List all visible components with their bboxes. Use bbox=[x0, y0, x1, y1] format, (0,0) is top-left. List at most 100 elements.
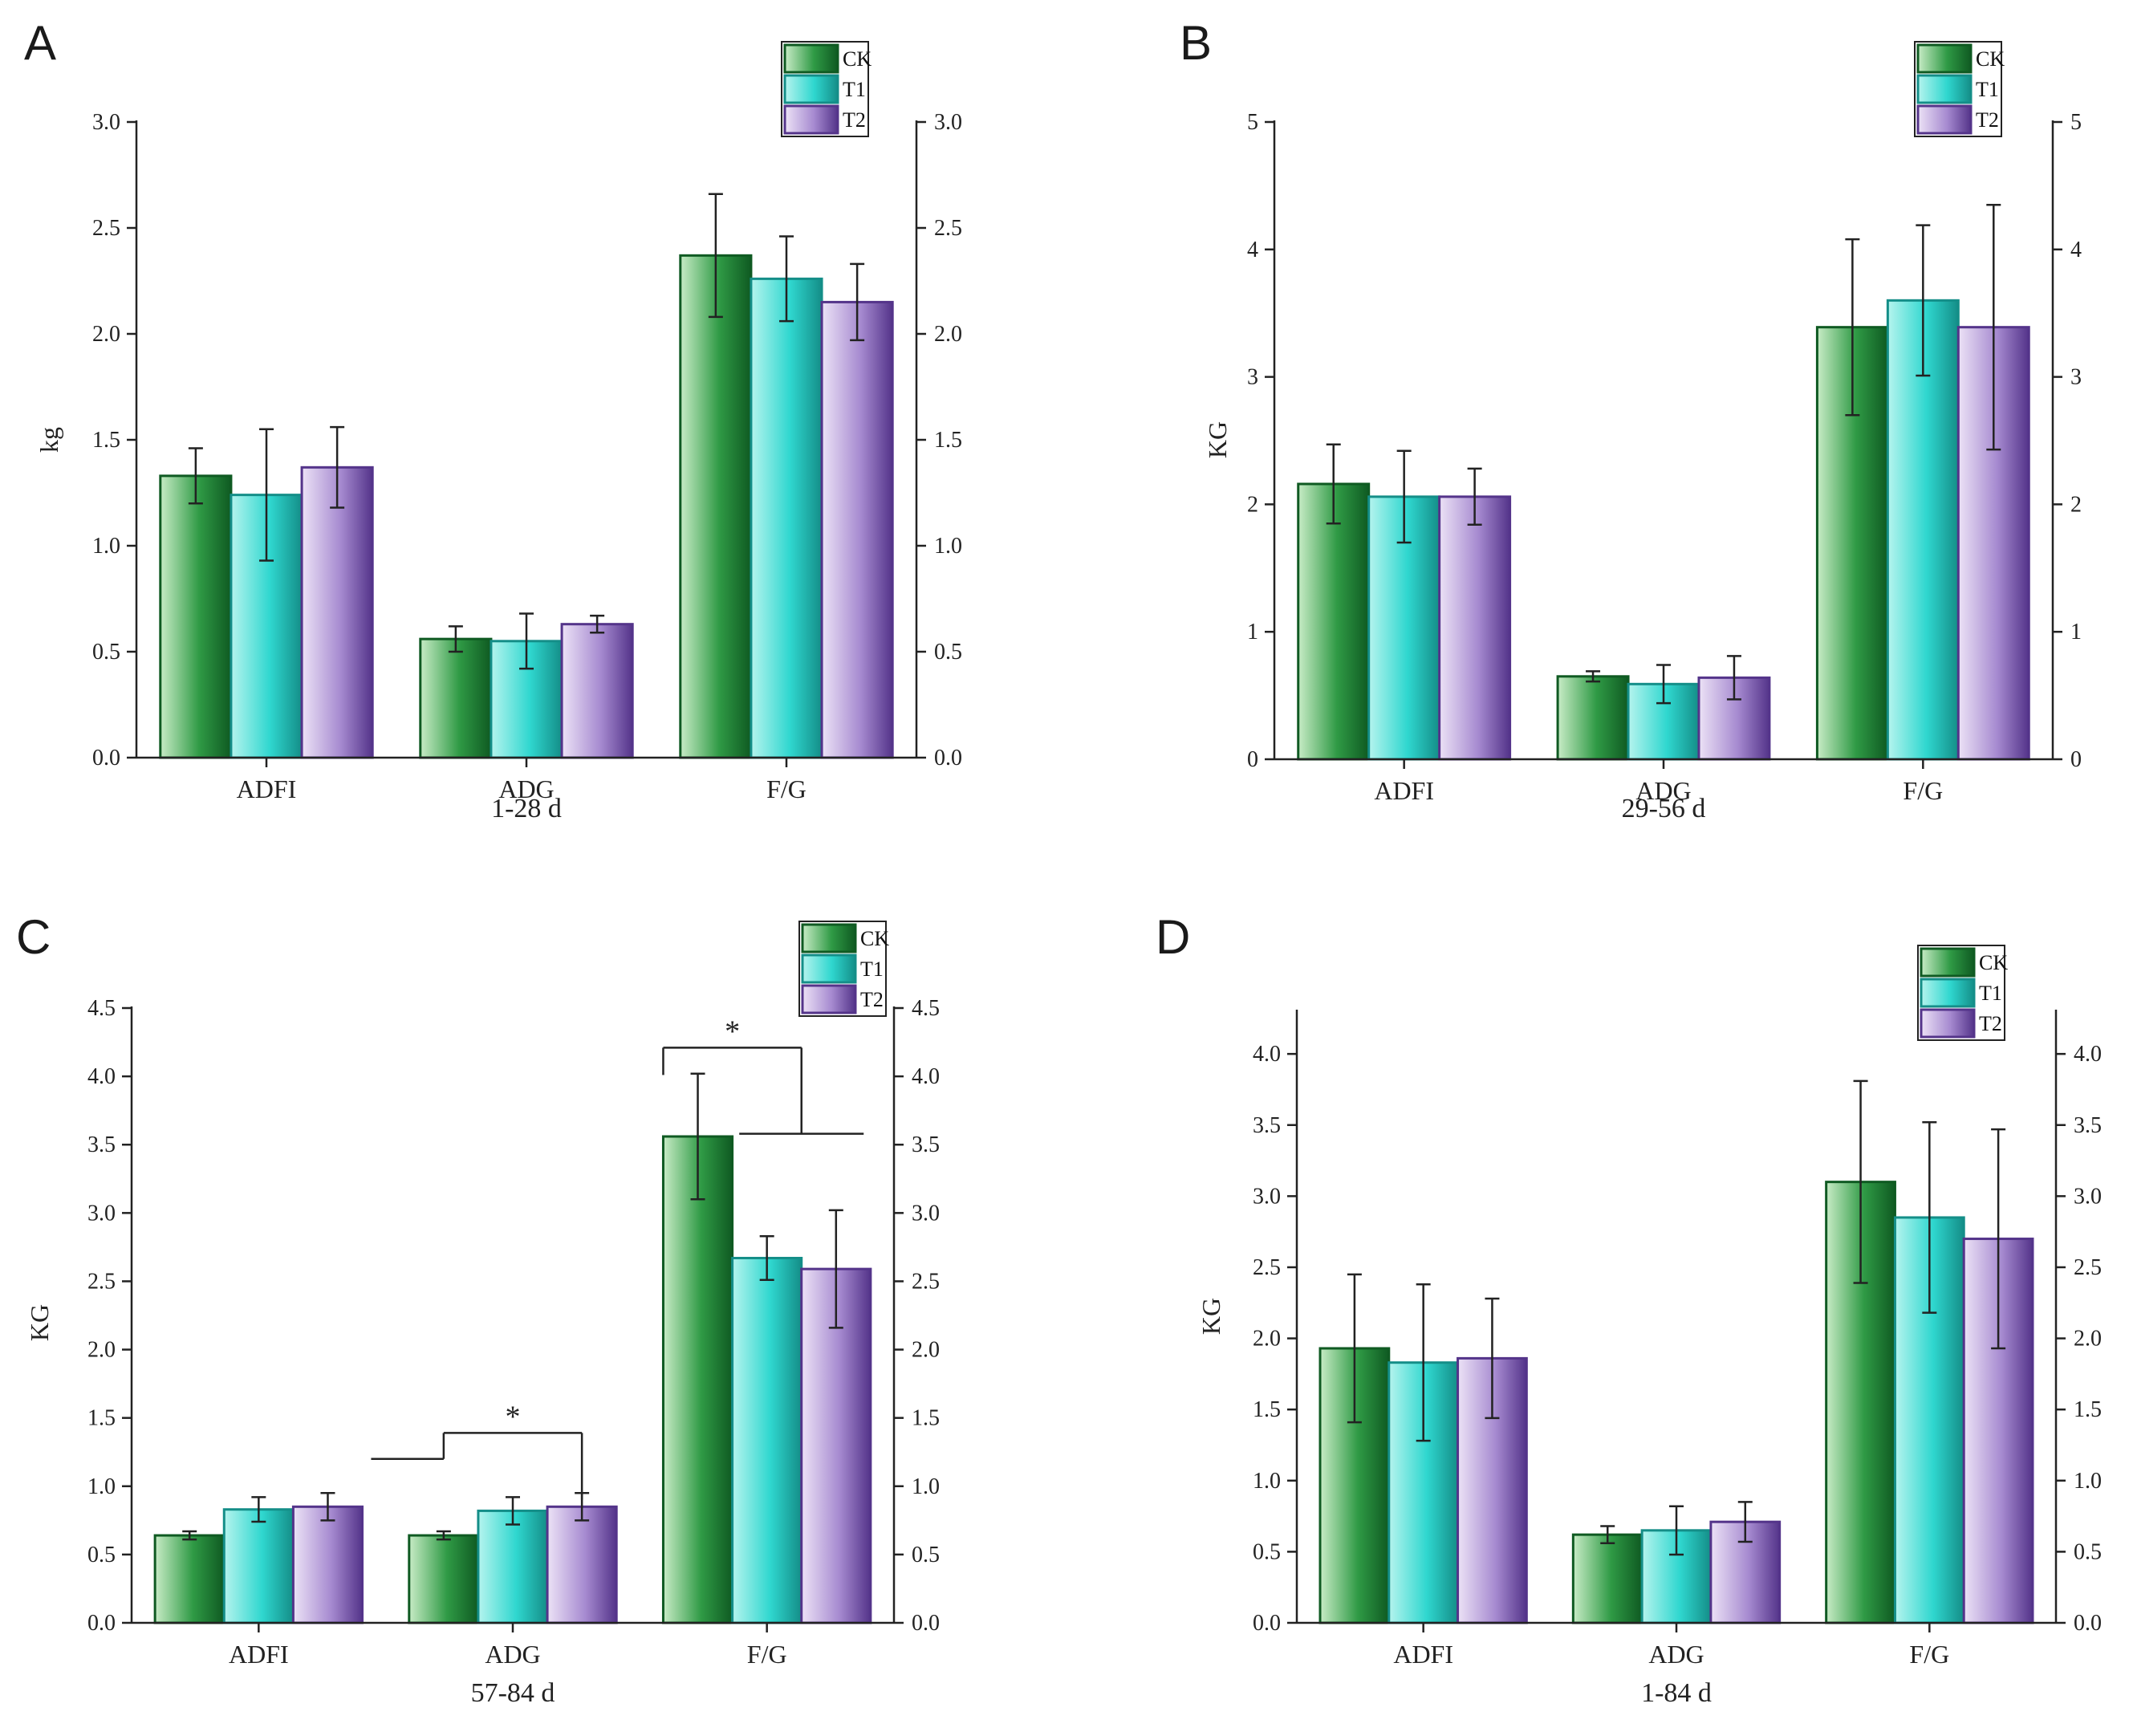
x-tick-label: F/G bbox=[766, 774, 807, 803]
bar-t1-fg bbox=[731, 1257, 803, 1624]
bar-ck-adg bbox=[408, 1534, 480, 1624]
bar-ck-adg bbox=[1571, 1533, 1643, 1624]
legend-swatch-ck bbox=[783, 43, 839, 74]
legend-swatch-ck bbox=[1920, 947, 1976, 978]
y-tick-label-left: 4 bbox=[1247, 238, 1258, 262]
legend-swatch-t2 bbox=[1916, 104, 1973, 135]
bar-ck-fg bbox=[661, 1135, 734, 1624]
legend-label-t2: T2 bbox=[860, 988, 884, 1011]
error-bar bbox=[188, 447, 203, 505]
error-bar bbox=[1326, 443, 1341, 525]
error-bar bbox=[850, 262, 865, 342]
panel-c: C ADFI ADG F/G 0.0 0.0 0.5 0.5 1.0 1.0 1.5 1.5 2.0 2.… bbox=[16, 910, 940, 1708]
y-tick-label-right: 3.0 bbox=[912, 1201, 940, 1226]
legend-swatch-t2 bbox=[801, 984, 857, 1014]
x-tick-label: ADG bbox=[1648, 1640, 1704, 1669]
error-bar bbox=[828, 1209, 843, 1329]
x-tick-label: ADFI bbox=[1374, 776, 1434, 805]
error-bar bbox=[251, 1496, 266, 1523]
bar-ck-adg bbox=[419, 637, 493, 759]
legend-label-t2: T2 bbox=[843, 108, 866, 132]
legend-label-t1: T1 bbox=[1979, 982, 2002, 1005]
bar-t2-adfi bbox=[291, 1505, 364, 1624]
error-bar bbox=[1669, 1505, 1684, 1556]
legend-label-t2: T2 bbox=[1979, 1012, 2002, 1035]
legend-swatch-ck bbox=[1916, 43, 1973, 74]
x-tick-label: ADG bbox=[1635, 776, 1691, 805]
error-bar bbox=[590, 614, 605, 634]
y-tick-label-left: 2.5 bbox=[92, 216, 120, 241]
bar-ck-fg bbox=[679, 254, 753, 759]
y-tick-label-left: 5 bbox=[1247, 110, 1258, 135]
error-bar bbox=[1600, 1525, 1615, 1545]
legend-swatch-t2 bbox=[1920, 1008, 1976, 1039]
panel-a: A ADFI ADG F/G 0.0 0.0 0.5 0.5 1.0 1.0 1.5 1.5 2.0 2.… bbox=[24, 16, 962, 823]
y-tick-label-left: 0.5 bbox=[1253, 1539, 1281, 1564]
y-tick-label-left: 0.0 bbox=[92, 746, 120, 770]
y-tick-label-left: 3.0 bbox=[87, 1201, 116, 1226]
x-axis-title: 57-84 d bbox=[471, 1678, 555, 1708]
y-tick-label-right: 0.0 bbox=[912, 1611, 940, 1636]
legend-label-ck: CK bbox=[1979, 951, 2008, 974]
y-tick-label-left: 2.0 bbox=[1253, 1327, 1281, 1352]
y-tick-label-left: 4.5 bbox=[87, 996, 116, 1021]
y-tick-label-left: 0.5 bbox=[87, 1543, 116, 1567]
panel-letter: A bbox=[24, 16, 56, 70]
legend-swatch-t1 bbox=[783, 74, 839, 104]
y-tick-label-left: 3.5 bbox=[87, 1132, 116, 1157]
y-tick-label-left: 2.5 bbox=[87, 1269, 116, 1294]
bar-ck-adfi bbox=[159, 474, 233, 759]
legend-swatch-ck bbox=[801, 923, 857, 953]
y-tick-label-left: 4.0 bbox=[87, 1064, 116, 1089]
error-bar bbox=[779, 235, 794, 323]
error-bar bbox=[506, 1496, 520, 1526]
bar-t2-adfi bbox=[1438, 495, 1512, 761]
y-tick-label-left: 1.5 bbox=[92, 428, 120, 453]
y-tick-label-right: 0.5 bbox=[2074, 1539, 2102, 1564]
legend-label-ck: CK bbox=[843, 47, 872, 71]
y-tick-label-left: 3.0 bbox=[1253, 1184, 1281, 1209]
legend-label-ck: CK bbox=[1976, 47, 2005, 71]
y-tick-label-left: 0.5 bbox=[92, 640, 120, 665]
y-tick-label-left: 3 bbox=[1247, 365, 1258, 390]
y-tick-label-right: 3.5 bbox=[2074, 1113, 2102, 1138]
error-bar bbox=[436, 1530, 451, 1541]
y-tick-label-right: 5 bbox=[2070, 110, 2082, 135]
y-tick-label-right: 2 bbox=[2070, 492, 2082, 517]
error-bar bbox=[1396, 449, 1412, 544]
y-tick-label-right: 3 bbox=[2070, 365, 2082, 390]
legend: CK T1 T2 bbox=[1917, 945, 2008, 1041]
x-axis-title: 1-84 d bbox=[1641, 1678, 1712, 1708]
y-tick-label-left: 0.0 bbox=[1253, 1611, 1281, 1636]
x-tick-label: ADFI bbox=[237, 774, 297, 803]
x-tick-label: ADFI bbox=[1393, 1640, 1453, 1669]
error-bar bbox=[1416, 1283, 1431, 1442]
y-tick-label-right: 2.0 bbox=[912, 1338, 940, 1363]
bar-t1-adg bbox=[477, 1509, 549, 1624]
x-axis-title: 1-28 d bbox=[491, 794, 562, 823]
y-tick-label-right: 1.0 bbox=[912, 1474, 940, 1499]
y-tick-label-left: 3.5 bbox=[1253, 1113, 1281, 1138]
y-tick-label-left: 2.5 bbox=[1253, 1255, 1281, 1280]
y-tick-label-right: 3.5 bbox=[912, 1132, 940, 1157]
panel-letter: D bbox=[1156, 910, 1190, 964]
error-bar bbox=[1656, 664, 1671, 705]
significance-star: * bbox=[725, 1014, 740, 1048]
panel-letter: C bbox=[16, 910, 51, 964]
bar-t2-adfi bbox=[300, 466, 374, 759]
y-tick-label-left: 2.0 bbox=[92, 322, 120, 347]
legend-swatch-t1 bbox=[1916, 74, 1973, 104]
legend-label-ck: CK bbox=[860, 927, 889, 950]
y-axis-title: kg bbox=[35, 427, 63, 453]
y-tick-label-right: 1.5 bbox=[912, 1406, 940, 1431]
y-tick-label-left: 0 bbox=[1247, 747, 1258, 772]
x-tick-label: ADG bbox=[498, 774, 554, 803]
y-tick-label-right: 0.0 bbox=[934, 746, 962, 770]
y-tick-label-right: 1.0 bbox=[934, 534, 962, 559]
y-tick-label-left: 1.5 bbox=[87, 1406, 116, 1431]
error-bar bbox=[1986, 203, 2001, 451]
legend-label-t1: T1 bbox=[860, 957, 884, 981]
legend: CK T1 T2 bbox=[1914, 41, 2005, 137]
y-tick-label-right: 4.0 bbox=[912, 1064, 940, 1089]
